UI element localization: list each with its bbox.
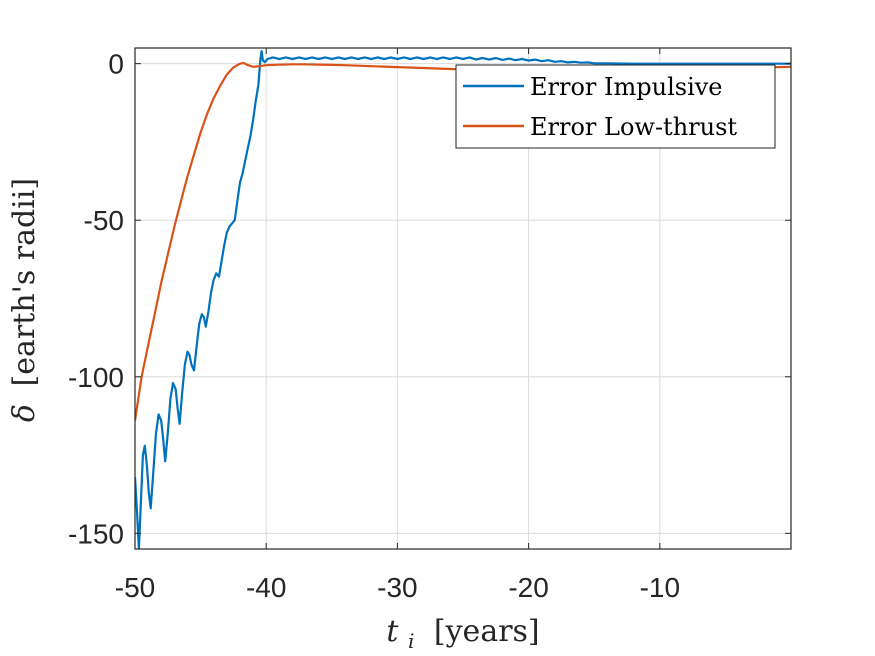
y-tick-label: -100 [68,362,124,393]
x-tick-label: -40 [246,572,286,603]
x-tick-label: -50 [115,572,155,603]
x-axis-label-unit: [years] [434,614,540,649]
legend-label-impulsive: Error Impulsive [530,73,723,101]
y-tick-label: 0 [108,49,124,80]
x-tick-label: -10 [640,572,680,603]
legend-label-low-thrust: Error Low-thrust [530,113,737,141]
y-tick-label: -50 [84,205,124,236]
y-axis-label: δ [earth's radii] [7,178,42,422]
y-axis-label-var: δ [7,404,42,422]
x-tick-label: -30 [377,572,417,603]
legend-box [455,64,776,149]
x-axis-label-sub: i [408,629,414,653]
y-tick-label: -150 [68,518,124,549]
series-line-error-impulsive [135,50,791,549]
x-axis-label-var: t [386,614,399,649]
x-tick-label: -20 [508,572,548,603]
ticks-layer: -50 -40 -30 -20 -10 -150 -100 -50 0 [68,48,791,603]
y-axis-label-unit: [earth's radii] [7,178,42,387]
plot-frame [134,47,792,550]
legend: Error Impulsive Error Low-thrust [455,64,776,149]
x-axis-label: t i [years] [386,614,539,656]
